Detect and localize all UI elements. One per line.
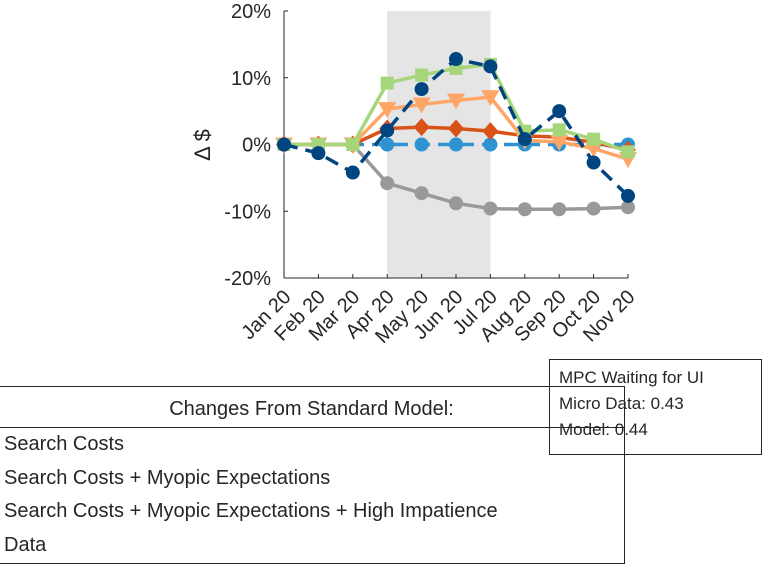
y-tick-label: 0% xyxy=(242,135,271,157)
data-point xyxy=(413,118,430,137)
data-point xyxy=(552,202,567,217)
legend-entry-high-impatience: Search Costs + Myopic Expectations + Hig… xyxy=(4,500,498,522)
data-point xyxy=(415,68,429,82)
data-point xyxy=(346,138,360,151)
annotation-line-3: Model: 0.44 xyxy=(559,420,648,439)
y-tick-label: 20% xyxy=(231,1,271,23)
data-point xyxy=(311,146,326,161)
data-point xyxy=(447,93,465,110)
data-point xyxy=(483,59,498,74)
data-point xyxy=(621,188,635,203)
data-point xyxy=(621,200,635,215)
y-tick-label: 10% xyxy=(231,68,271,90)
data-point xyxy=(380,123,395,138)
data-point xyxy=(277,137,291,152)
data-point xyxy=(586,155,601,170)
data-point xyxy=(380,176,395,191)
annotation-line-1: MPC Waiting for UI xyxy=(559,368,704,387)
data-point xyxy=(345,165,360,180)
data-point xyxy=(412,97,431,114)
mpc-annotation-box: MPC Waiting for UI Micro Data: 0.43 Mode… xyxy=(549,359,762,455)
data-point xyxy=(449,52,463,67)
data-point xyxy=(449,137,463,152)
data-point xyxy=(552,123,566,137)
data-point xyxy=(482,122,499,141)
series-layer xyxy=(275,52,637,217)
data-point xyxy=(587,132,601,146)
data-point xyxy=(483,137,498,152)
data-point xyxy=(481,90,500,107)
legend: Changes From Standard Model: Search Cost… xyxy=(0,386,625,564)
legend-divider xyxy=(0,427,624,428)
annotation-line-2: Micro Data: 0.43 xyxy=(559,394,684,413)
data-point xyxy=(380,137,395,152)
series-5 xyxy=(277,52,635,203)
legend-title: Changes From Standard Model: xyxy=(169,398,454,420)
data-point xyxy=(552,104,567,119)
data-point xyxy=(380,76,394,90)
data-point xyxy=(414,186,429,201)
y-tick-label: -20% xyxy=(224,268,271,290)
y-tick-label: -10% xyxy=(224,201,271,223)
data-point xyxy=(483,201,498,216)
legend-entry-search-costs: Search Costs xyxy=(4,433,125,455)
data-point xyxy=(414,82,429,97)
data-point xyxy=(448,119,464,138)
legend-entry-myopic: Search Costs + Myopic Expectations xyxy=(4,466,331,489)
legend-entry-data: Data xyxy=(4,533,47,556)
data-point xyxy=(586,201,601,216)
data-point xyxy=(414,137,429,152)
data-point xyxy=(550,134,569,151)
data-point xyxy=(621,145,635,159)
y-axis-label: Δ $ xyxy=(190,129,215,161)
data-point xyxy=(449,196,463,211)
axes xyxy=(283,10,629,279)
data-point xyxy=(378,102,397,119)
data-point xyxy=(517,202,532,217)
data-point xyxy=(517,132,532,147)
